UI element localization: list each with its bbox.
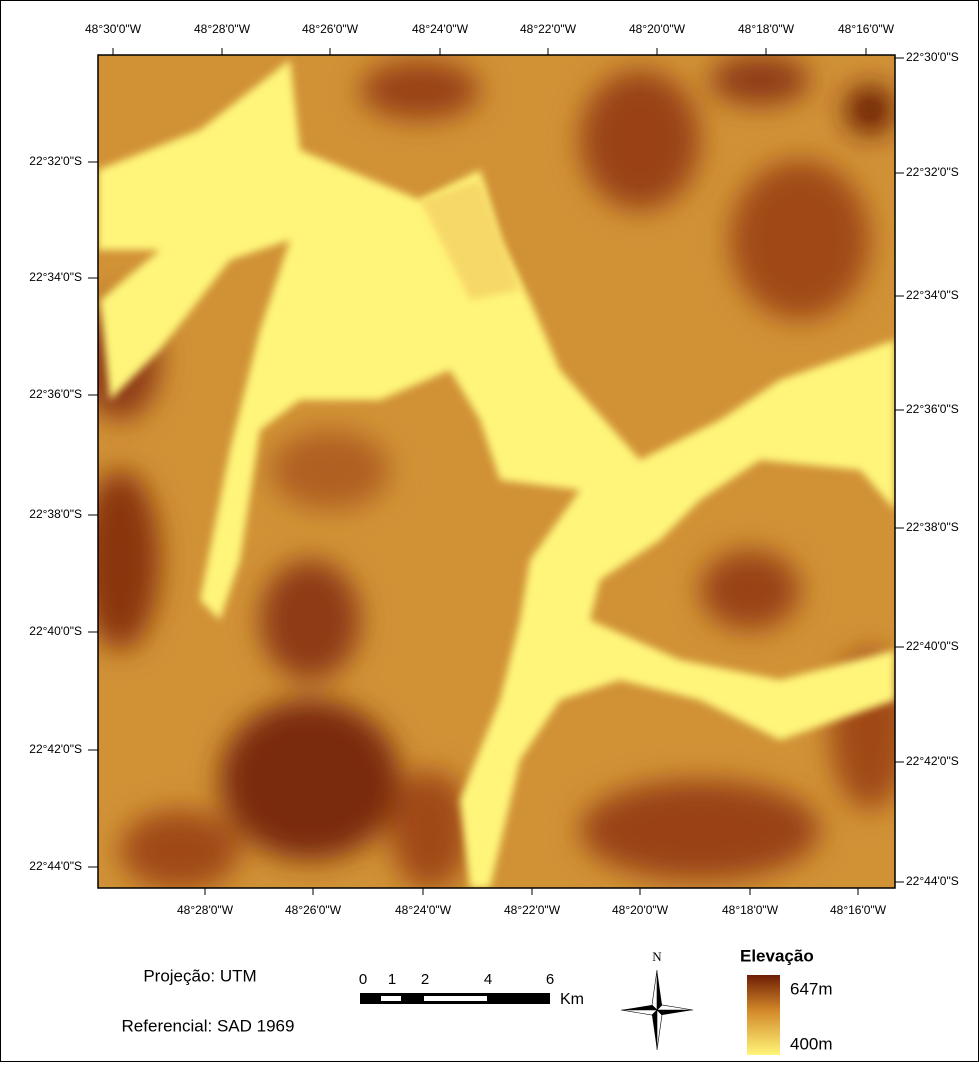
right-coordinate-label: 22°38'0"S [906,520,959,534]
north-label: N [652,949,662,964]
projection-label: Projeção: UTM [143,966,256,985]
legend-title: Elevação [740,946,814,965]
bottom-coordinate-label: 48°16'0"W [830,903,887,917]
datum-label: Referencial: SAD 1969 [122,1016,295,1035]
bottom-coordinate-label: 48°20'0"W [612,903,669,917]
top-coordinate-label: 48°22'0"W [520,22,577,36]
top-coordinate-label: 48°16'0"W [838,22,895,36]
top-coordinate-label: 48°24'0"W [412,22,469,36]
right-coordinate-label: 22°42'0"S [906,754,959,768]
scale-tick-label: 2 [421,971,429,988]
left-coordinate-label: 22°36'0"S [29,387,82,401]
right-coordinate-label: 22°34'0"S [906,288,959,302]
top-coordinate-label: 48°28'0"W [194,22,251,36]
right-coordinate-label: 22°30'0"S [906,50,959,64]
legend-ramp [747,975,780,1055]
bottom-coordinate-label: 48°22'0"W [504,903,561,917]
top-coordinate-label: 48°18'0"W [738,22,795,36]
bottom-coordinate-label: 48°18'0"W [722,903,779,917]
left-coordinate-label: 22°44'0"S [29,859,82,873]
right-coordinate-label: 22°36'0"S [906,402,959,416]
top-coordinate-label: 48°20'0"W [629,22,686,36]
left-coordinate-label: 22°38'0"S [29,507,82,521]
top-coordinate-label: 48°30'0"W [85,22,142,36]
bottom-coordinate-label: 48°28'0"W [177,903,234,917]
left-coordinate-label: 22°40'0"S [29,624,82,638]
scale-tick-label: 4 [484,971,492,988]
scale-tick-label: 6 [546,971,554,988]
right-coordinate-label: 22°32'0"S [906,165,959,179]
elevation-raster [80,55,910,890]
scale-bar [360,993,550,1004]
right-coordinate-label: 22°40'0"S [906,639,959,653]
legend-min: 400m [790,1034,833,1053]
scale-tick-label: 0 [359,971,367,988]
left-coordinate-label: 22°42'0"S [29,742,82,756]
scale-tick-label: 1 [388,971,396,988]
map-figure: 48°30'0"W 48°28'0"W 48°26'0"W 48°24'0"W 48°2… [0,0,979,1062]
right-coordinate-label: 22°44'0"S [906,874,959,888]
bottom-coordinate-label: 48°24'0"W [395,903,452,917]
left-coordinate-label: 22°32'0"S [29,154,82,168]
left-coordinate-label: 22°34'0"S [29,270,82,284]
legend-max: 647m [790,979,833,998]
top-coordinate-label: 48°26'0"W [302,22,359,36]
bottom-coordinate-label: 48°26'0"W [285,903,342,917]
north-arrow [621,970,693,1050]
scale-unit: Km [560,991,584,1008]
